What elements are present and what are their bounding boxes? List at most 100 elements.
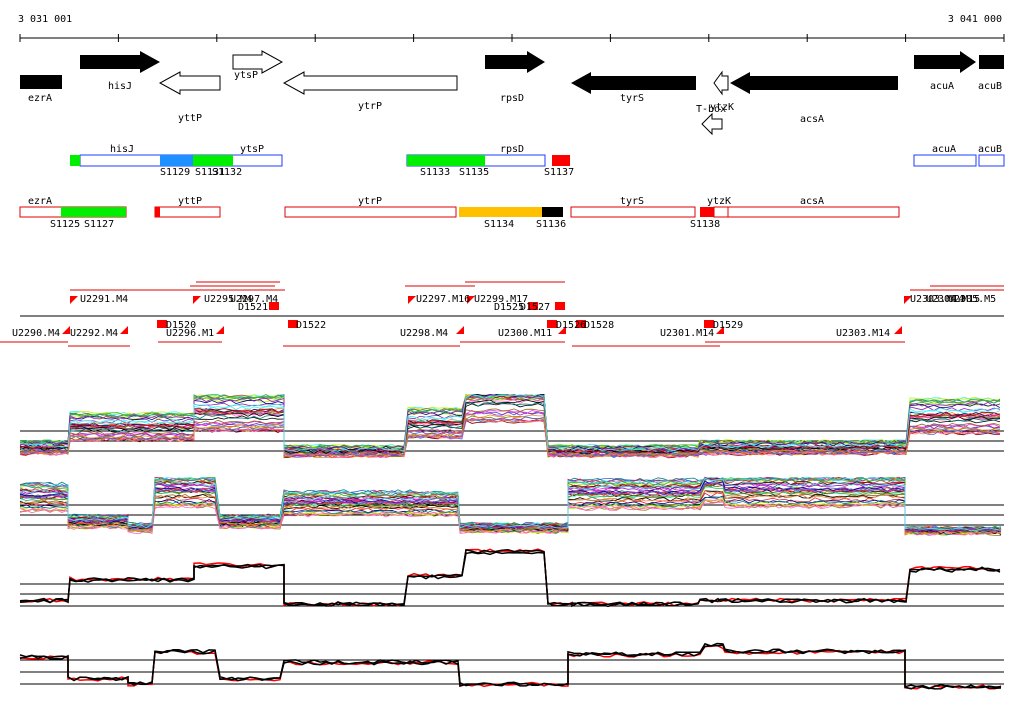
gene-label: ytrP (358, 101, 382, 112)
segment-label: S1127 (84, 219, 114, 230)
segment-block[interactable] (70, 155, 80, 166)
tu-boundary-marker (120, 326, 128, 334)
tu-boundary-marker (558, 326, 566, 334)
segment-label: S1135 (459, 167, 489, 178)
gene-annotation-track: ezrA hisJ yttP ytsP ytrP rpsD tyrS T-bo (20, 50, 1004, 136)
segment-block-S1129[interactable] (160, 155, 193, 166)
reverse-transcription-units: ezrA S1125 S1127 yttP ytrP S1134 S1136 t… (19, 196, 900, 230)
segment-block-S1133[interactable] (407, 155, 485, 166)
tu-marker[interactable] (288, 320, 298, 328)
tu-label: U2291.M4 (80, 294, 128, 305)
segment-label: S1125 (50, 219, 80, 230)
tu-marker[interactable] (547, 320, 557, 328)
tu-label: U2298.M4 (400, 328, 448, 339)
expression-profile-line (19, 394, 1001, 450)
gene-ytrP[interactable]: ytrP (282, 71, 458, 112)
tu-boundary-marker (894, 326, 902, 334)
tu-boundary-marker (70, 296, 78, 304)
tu-label: U2303.M14 (910, 294, 964, 305)
tu-label: U2292.M4 (70, 328, 118, 339)
expression-profile-line (19, 416, 1001, 458)
gene-acuA[interactable]: acuA (914, 51, 976, 92)
transcript-label: ytsP (240, 144, 264, 155)
tu-label: U2297.M16 (416, 294, 470, 305)
transcript-box-acsA[interactable] (727, 206, 900, 218)
gene-T-box[interactable]: T-box (696, 104, 726, 136)
segment-block-S1125[interactable] (61, 207, 126, 217)
transcript-box-acuA[interactable] (913, 154, 977, 167)
ruler-end-label: 3 041 000 (948, 14, 1002, 25)
expression-profile-line (19, 499, 1002, 536)
gene-ytsP[interactable]: ytsP (232, 50, 284, 81)
gene-label: T-box (696, 104, 726, 115)
forward-strand-profiles-track (19, 393, 1004, 459)
tu-marker[interactable] (528, 302, 538, 310)
transcript-box-yttP[interactable] (154, 206, 221, 218)
forward-strand-summary-track (19, 548, 1004, 608)
transcript-box-ytrP[interactable] (284, 206, 457, 218)
gene-ytzK[interactable]: ytzK (710, 70, 734, 113)
tu-label: U2296.M1 (166, 328, 214, 339)
segment-label: S1138 (690, 219, 720, 230)
tu-marker[interactable] (269, 302, 279, 310)
gene-acsA[interactable]: acsA (730, 72, 898, 125)
transcript-box-tyrS[interactable] (570, 206, 696, 218)
gene-label: ytsP (234, 70, 258, 81)
gene-rpsD[interactable]: rpsD (485, 51, 545, 104)
expression-profile-line (19, 480, 1002, 533)
gene-ezrA[interactable]: ezrA (20, 75, 62, 104)
expression-profile-line (20, 413, 1001, 458)
segment-block[interactable] (155, 207, 160, 217)
expression-profile-line (19, 477, 1002, 532)
gene-label: acsA (800, 114, 824, 125)
segment-block-S1136[interactable] (542, 207, 563, 217)
gene-yttP[interactable]: yttP (158, 71, 221, 124)
gene-label: acuA (930, 81, 954, 92)
segment-block-S1137[interactable] (552, 155, 570, 166)
tu-boundary-marker (456, 326, 464, 334)
tu-label: U2295.M4 (204, 294, 252, 305)
tu-label: U2290.M4 (12, 328, 60, 339)
tu-label: D1522 (296, 320, 326, 331)
tu-marker[interactable] (576, 320, 586, 328)
transcript-label: ytrP (358, 196, 382, 207)
transcript-box-ytzK[interactable] (713, 206, 729, 218)
transcript-label: rpsD (500, 144, 524, 155)
expression-profile-line (19, 403, 1001, 455)
expression-profile-line (19, 548, 1000, 607)
transcript-label: hisJ (110, 144, 134, 155)
tu-marker[interactable] (704, 320, 714, 328)
transcript-label: acuB (978, 144, 1002, 155)
gene-label: hisJ (108, 81, 132, 92)
gene-acuB[interactable]: acuB (978, 55, 1004, 92)
segment-label: S1131 (195, 167, 225, 178)
forward-transcription-units: hisJ ytsP S1129 S1131 S1132 rpsD S1133 S… (70, 144, 1005, 178)
tu-label: D1529 (713, 320, 743, 331)
tu-boundary-marker (904, 296, 912, 304)
gene-hisJ[interactable]: hisJ (80, 51, 160, 92)
tu-boundary-marker (216, 326, 224, 334)
segment-label: S1137 (544, 167, 574, 178)
tu-label: D1525 (494, 302, 524, 313)
tu-label: U2303.M14 (836, 328, 890, 339)
segment-block-S1138[interactable] (700, 207, 714, 217)
segment-block-S1134[interactable] (459, 207, 542, 217)
tu-label: D1528 (584, 320, 614, 331)
gene-label: acuB (978, 81, 1002, 92)
gene-tyrS[interactable]: tyrS (571, 72, 696, 104)
tu-marker[interactable] (157, 320, 167, 328)
reverse-strand-profiles-track (19, 476, 1004, 537)
tu-marker[interactable] (555, 302, 565, 310)
tu-label: U2297.M4 (230, 294, 278, 305)
gene-label: yttP (178, 113, 202, 124)
segment-label: S1132 (212, 167, 242, 178)
segment-label: S1133 (420, 167, 450, 178)
gene-label: tyrS (620, 93, 644, 104)
tu-label: U2300.M11 (498, 328, 552, 339)
tu-track: U2291.M4 U2295.M4 U2297.M4 D1521 U2297.M… (0, 281, 1004, 347)
segment-block-S1131[interactable] (193, 155, 233, 166)
transcript-box-acuB[interactable] (978, 154, 1005, 167)
expression-profile-line (19, 476, 1002, 531)
expression-profile-line (19, 498, 1002, 536)
